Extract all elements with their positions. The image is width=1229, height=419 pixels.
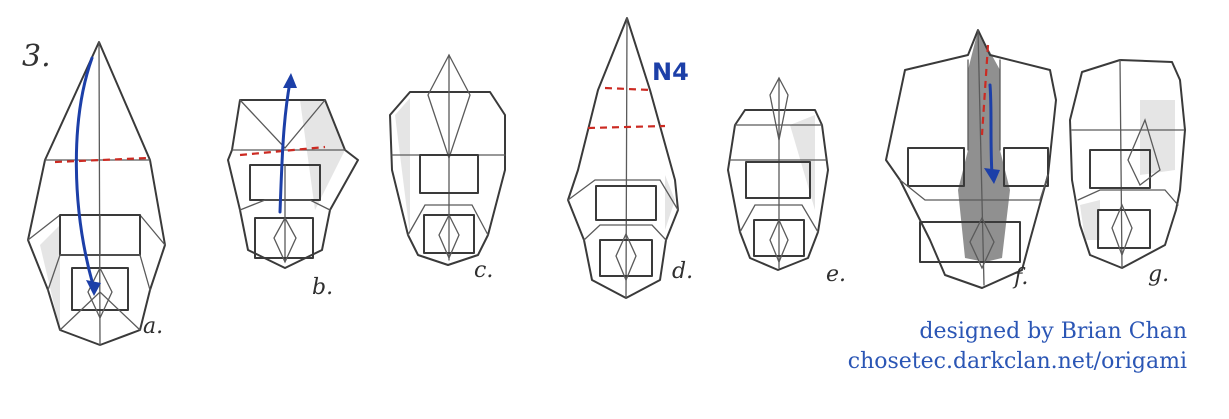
fold-arrow-icon: [76, 58, 101, 296]
designer-credit: designed by Brian Chan: [919, 319, 1187, 344]
figure-d: N4 d.: [568, 18, 693, 298]
step-label-b: b.: [312, 275, 333, 300]
website-credit: chosetec.darkclan.net/origami: [848, 349, 1187, 374]
step-label-e: e.: [826, 262, 846, 287]
figure-g: g.: [1070, 60, 1185, 287]
figure-a: a.: [28, 42, 165, 345]
figure-c: c.: [390, 55, 505, 283]
repeat-mark: N4: [652, 58, 689, 86]
step-label-f: f.: [1012, 265, 1028, 290]
step-label-g: g.: [1148, 262, 1169, 287]
valley-fold-line-icon: [605, 88, 651, 90]
valley-fold-line-icon: [588, 126, 665, 128]
figure-b: b.: [228, 73, 358, 300]
step-label-c: c.: [474, 258, 493, 283]
step-label-a: a.: [143, 314, 163, 339]
fold-arrow-icon: [280, 73, 297, 212]
step-label-d: d.: [672, 259, 693, 284]
figure-e: e.: [728, 78, 846, 287]
step-number: 3.: [22, 39, 51, 74]
figure-f: f.: [886, 30, 1056, 290]
